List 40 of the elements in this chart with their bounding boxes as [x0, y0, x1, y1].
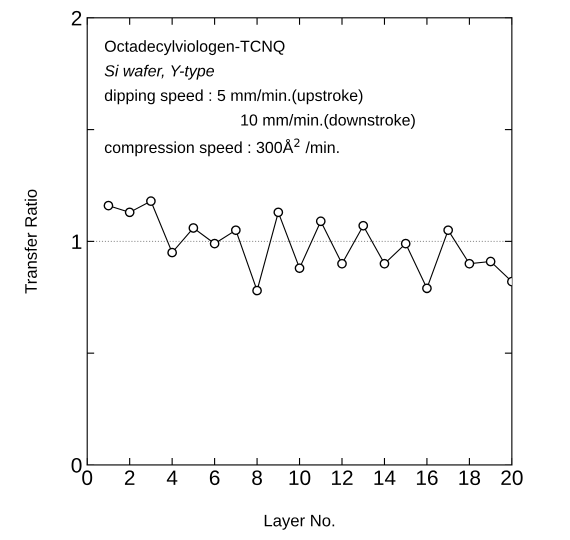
point [230, 225, 241, 236]
point [464, 258, 474, 269]
annotation: Octadecylviologen-TCNQ [104, 40, 285, 56]
point [167, 248, 177, 258]
point [486, 256, 496, 266]
point [294, 263, 304, 274]
x-tick-label: 0 [82, 470, 92, 486]
x-tick-label: 4 [166, 470, 178, 485]
point [400, 238, 411, 248]
point [273, 207, 284, 218]
x-tick-label: 8 [252, 470, 262, 486]
point [316, 216, 326, 226]
annotation: Si wafer, Y-type [104, 64, 214, 80]
x-tick-label: 18 [459, 470, 480, 486]
point [380, 258, 390, 269]
point [124, 207, 135, 218]
x-tick-label: 20 [501, 470, 523, 486]
y-axis-title: Transfer Ratio [24, 190, 37, 294]
x-tick-label: 14 [374, 470, 396, 485]
x-tick-label: 10 [290, 470, 310, 486]
x-tick-label: 6 [210, 470, 220, 486]
y-tick-label: 0 [72, 458, 82, 473]
point [252, 286, 262, 296]
point [443, 225, 454, 236]
point [104, 200, 114, 210]
annotation: dipping speed : 5 mm/min.(upstroke) [104, 89, 362, 104]
point [146, 196, 156, 206]
x-tick-label: 2 [124, 470, 134, 485]
y-tick-label: 1 [72, 234, 82, 249]
x-tick-label: 12 [332, 470, 353, 485]
point [210, 238, 220, 248]
annotation: compression speed : 300Å$^{2}$ /min. [104, 138, 339, 156]
point [337, 258, 347, 269]
y-tick-label: 2 [72, 10, 82, 26]
point [188, 223, 198, 233]
annotation: 10 mm/min.(downstroke) [241, 114, 415, 129]
x-tick-label: 16 [416, 470, 438, 486]
x-axis-title: Layer No. [264, 514, 334, 530]
point [358, 220, 368, 231]
point [422, 283, 432, 294]
